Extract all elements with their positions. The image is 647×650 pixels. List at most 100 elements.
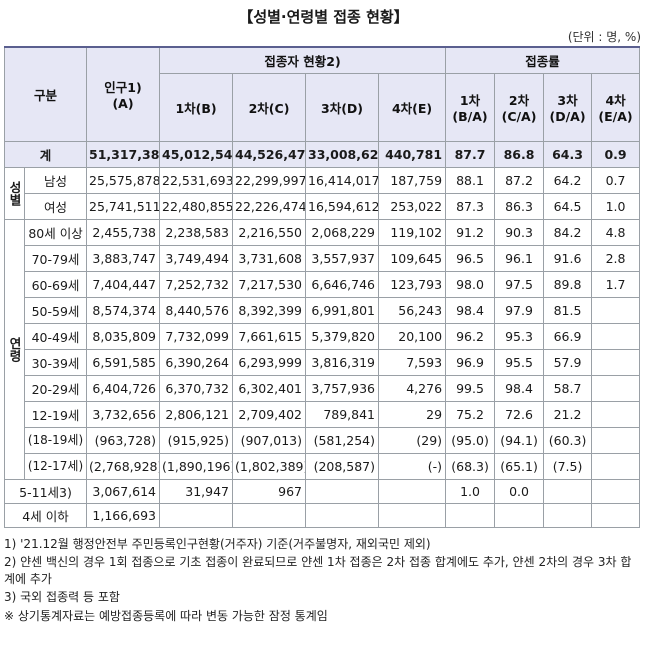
row-label: 5-11세3) <box>3 478 88 504</box>
total-a: 51,317,389 <box>86 140 161 168</box>
header-rate-1-sub: (B/A) <box>452 109 488 124</box>
cell-d <box>305 478 380 504</box>
row-label: 4세 이하 <box>3 502 88 528</box>
cell-r3: 66.9 <box>543 322 593 350</box>
note-4: ※ 상기통계자료는 예방접종등록에 따라 변동 가능한 잠정 통계임 <box>4 609 328 623</box>
cell-c: 2,709,402 <box>232 400 307 428</box>
cell-d: (208,587) <box>305 452 380 480</box>
row-label: 20-29세 <box>23 374 88 402</box>
cell-r2: 98.4 <box>494 374 545 402</box>
cell-c: 6,302,401 <box>232 374 307 402</box>
table-row: 60-69세 7,404,447 7,252,732 7,217,530 6,646,7… <box>5 270 641 298</box>
cell-e <box>378 478 447 504</box>
total-r4: 0.9 <box>591 140 641 168</box>
cell-r2: (94.1) <box>494 426 545 454</box>
cell-r4 <box>591 296 641 324</box>
cell-r1: (68.3) <box>445 452 496 480</box>
cell-e <box>378 502 447 528</box>
table-row: 12-19세 3,732,656 2,806,121 2,709,402 789,841… <box>5 400 641 428</box>
cell-r2 <box>494 502 545 528</box>
note-1: 1) '21.12월 행정안전부 주민등록인구현황(거주자) 기준(거주불명자,… <box>4 537 431 551</box>
cell-a: 7,404,447 <box>86 270 161 298</box>
header-col-b: 1차(B) <box>159 72 234 142</box>
cell-c: 2,216,550 <box>232 218 307 246</box>
cell-b: 7,252,732 <box>159 270 234 298</box>
cell-r1: 98.4 <box>445 296 496 324</box>
table-row: 여성 25,741,511 22,480,855 22,226,474 16,594,6… <box>5 192 641 220</box>
cell-a: 8,574,374 <box>86 296 161 324</box>
header-population-label: 인구1) <box>104 80 142 96</box>
table-row: 연령 80세 이상 2,455,738 2,238,583 2,216,550 2,068… <box>4 218 641 480</box>
cell-b: 22,480,855 <box>159 192 234 220</box>
cell-a: 3,883,747 <box>86 244 161 272</box>
header-rate-3-label: 3차 <box>557 93 578 108</box>
cell-a: 25,575,878 <box>86 166 161 194</box>
cell-e: 253,022 <box>378 192 447 220</box>
cell-b: 22,531,693 <box>159 166 234 194</box>
table-row: 40-49세 8,035,809 7,732,099 7,661,615 5,379,8… <box>5 322 641 350</box>
cell-r3: 89.8 <box>543 270 593 298</box>
table-body: 성별 남성 25,575,878 22,531,693 22,299,997 16,414… <box>3 166 641 528</box>
cell-d: 16,414,017 <box>305 166 380 194</box>
row-label: (12-17세) <box>23 452 88 480</box>
cell-b: 6,370,732 <box>159 374 234 402</box>
cell-r1: 98.0 <box>445 270 496 298</box>
cell-r2: 96.1 <box>494 244 545 272</box>
row-label: 60-69세 <box>23 270 88 298</box>
cell-r4: 4.8 <box>591 218 641 246</box>
cell-c: 7,217,530 <box>232 270 307 298</box>
cell-r3: 84.2 <box>543 218 593 246</box>
vaccination-table: 구분 인구1) (A) 접종자 현황2) 접종률 1차(B) 2차(C) 3차(… <box>3 46 641 528</box>
cell-b: (915,925) <box>159 426 234 454</box>
table-row: 30-39세 6,591,585 6,390,264 6,293,999 3,816,3… <box>5 348 641 376</box>
cell-e: 4,276 <box>378 374 447 402</box>
cell-e: 109,645 <box>378 244 447 272</box>
cell-r4: 0.7 <box>591 166 641 194</box>
row-label: 70-79세 <box>23 244 88 272</box>
cell-b: 31,947 <box>159 478 234 504</box>
note-2: 2) 얀센 백신의 경우 1회 접종으로 기초 접종이 완료되므로 얀센 1차 … <box>4 555 632 586</box>
cell-a: 2,455,738 <box>86 218 161 246</box>
cell-e: (-) <box>378 452 447 480</box>
cell-a: 3,732,656 <box>86 400 161 428</box>
header-col-c: 2차(C) <box>232 72 307 142</box>
row-label: 80세 이상 <box>23 218 88 246</box>
cell-b: 2,238,583 <box>159 218 234 246</box>
header-rate-2-label: 2차 <box>508 93 530 108</box>
header-rate-4-sub: (E/A) <box>598 109 633 124</box>
cell-a: (2,768,928) <box>86 452 161 480</box>
cell-r3: 57.9 <box>543 348 593 376</box>
cell-c: 967 <box>232 478 307 504</box>
cell-r1: 96.2 <box>445 322 496 350</box>
header-col-e: 4차(E) <box>378 72 447 142</box>
cell-c: 3,731,608 <box>232 244 307 272</box>
cell-d: 789,841 <box>305 400 380 428</box>
cell-r3: (7.5) <box>543 452 593 480</box>
cell-c: (1,802,389) <box>232 452 307 480</box>
cell-a: (963,728) <box>86 426 161 454</box>
header-rate-2: 2차 (C/A) <box>494 72 545 142</box>
cell-r1 <box>445 502 496 528</box>
cell-d: 6,991,801 <box>305 296 380 324</box>
cell-c: 7,661,615 <box>232 322 307 350</box>
cell-r3: 21.2 <box>543 400 593 428</box>
cell-d: 2,068,229 <box>305 218 380 246</box>
cell-r2: (65.1) <box>494 452 545 480</box>
header-rate-1: 1차 (B/A) <box>445 72 496 142</box>
row-label: 여성 <box>23 192 88 220</box>
total-r3: 64.3 <box>543 140 593 168</box>
cell-b <box>159 502 234 528</box>
cell-r4 <box>591 478 641 504</box>
cell-r3: 81.5 <box>543 296 593 324</box>
cell-r4 <box>591 426 641 454</box>
cell-r3 <box>543 502 593 528</box>
row-label: (18-19세) <box>23 426 88 454</box>
cell-e: 119,102 <box>378 218 447 246</box>
header-rate-group: 접종률 <box>445 46 641 74</box>
cell-b: (1,890,196) <box>159 452 234 480</box>
row-label: 50-59세 <box>23 296 88 324</box>
total-c: 44,526,471 <box>232 140 307 168</box>
total-r2: 86.8 <box>494 140 545 168</box>
cell-c: 22,299,997 <box>232 166 307 194</box>
cell-r1: (95.0) <box>445 426 496 454</box>
